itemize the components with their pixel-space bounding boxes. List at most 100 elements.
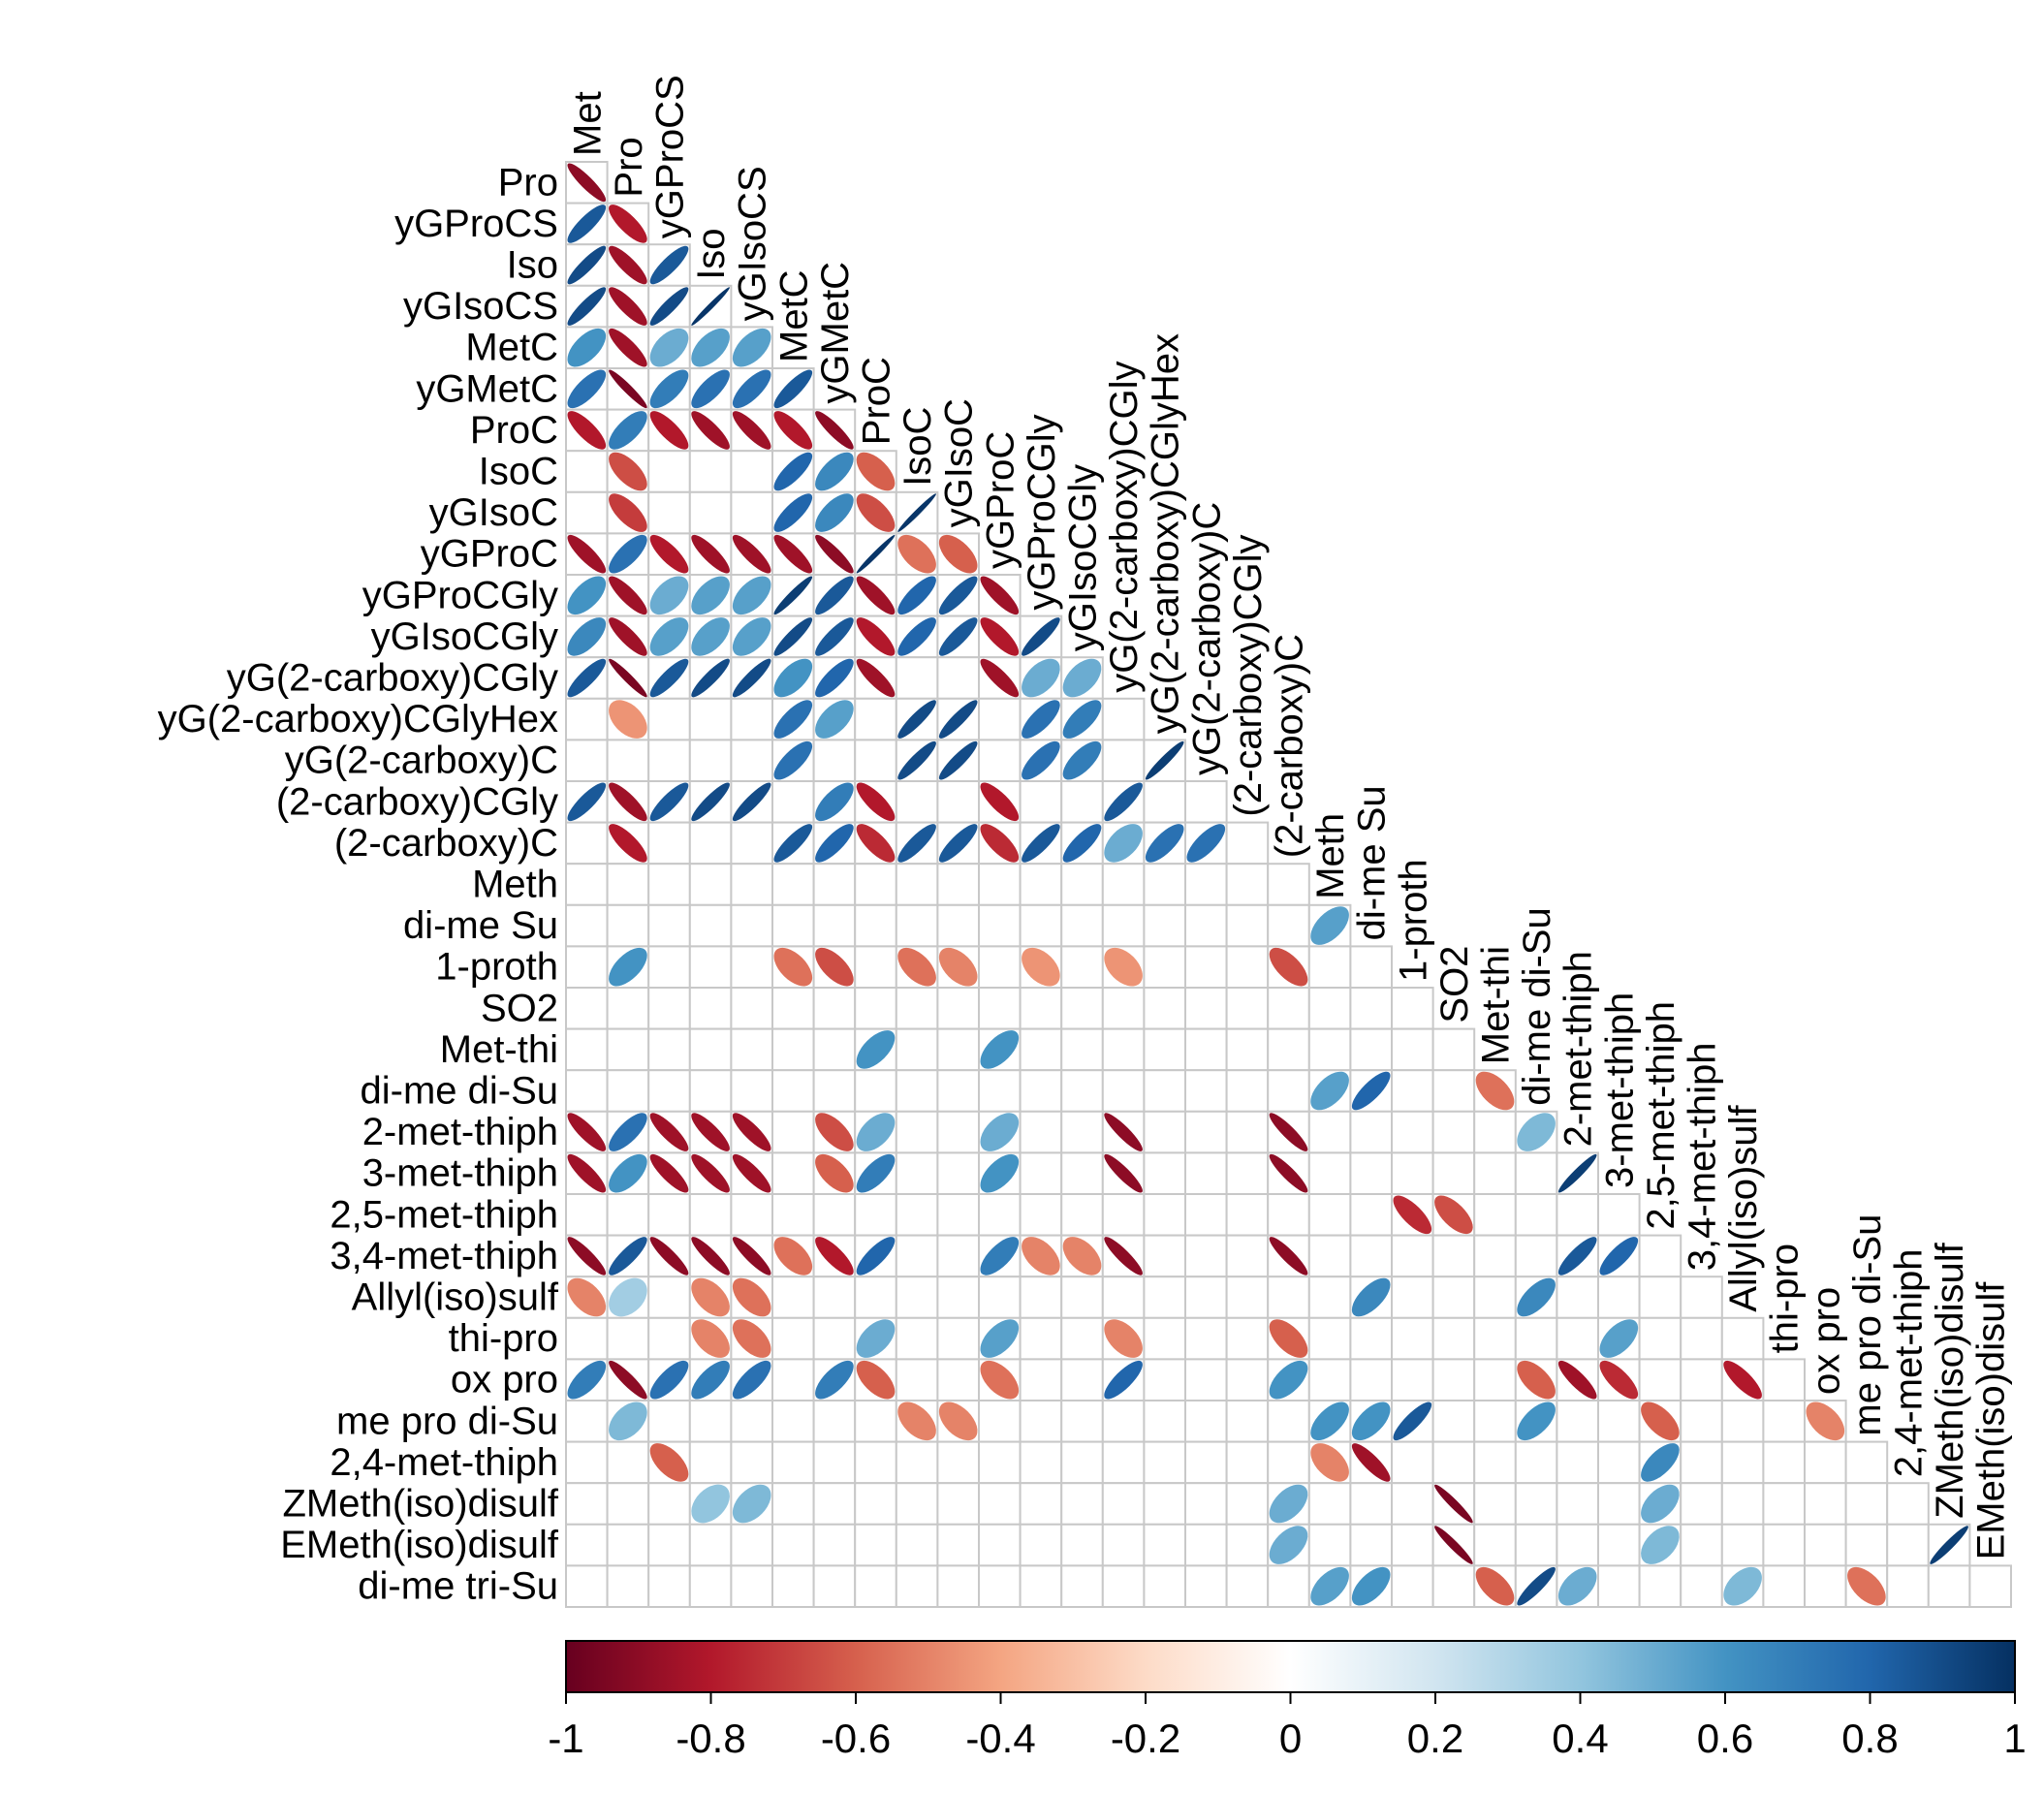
grid-cell (730, 1440, 774, 1485)
correlation-ellipse (649, 411, 689, 450)
grid-cell (1680, 1440, 1723, 1485)
grid-cell (895, 903, 939, 948)
grid-cell (1720, 1523, 1765, 1567)
grid-cell (978, 863, 1022, 906)
grid-cell (1184, 1523, 1228, 1567)
grid-cell (1349, 1110, 1394, 1154)
grid-cell (978, 1564, 1022, 1609)
grid-cell (978, 1440, 1022, 1485)
grid-cell (1225, 1316, 1270, 1361)
row-label: yGIsoCS (403, 285, 558, 328)
grid-cell (1225, 987, 1270, 1030)
grid-cell (1391, 1440, 1434, 1485)
column-label: yGProC (979, 431, 1022, 569)
row-label: yGIsoCGly (371, 615, 558, 658)
row-label: EMeth(iso)disulf (280, 1524, 559, 1566)
correlation-ellipse (691, 287, 730, 326)
correlation-ellipse (1310, 1566, 1349, 1606)
grid-cell (1143, 1440, 1187, 1485)
column-label: thi-pro (1764, 1244, 1807, 1353)
row-label: yGProCGly (362, 574, 558, 616)
grid-cell (1762, 1440, 1807, 1485)
grid-cell (1101, 987, 1146, 1030)
grid-cell (1101, 1027, 1146, 1072)
correlation-ellipse (1517, 1113, 1556, 1151)
grid-cell (565, 697, 609, 741)
correlation-ellipse (732, 534, 771, 574)
grid-cell (1184, 1151, 1228, 1196)
grid-cell (895, 1358, 939, 1402)
grid-cell (978, 1523, 1022, 1567)
correlation-ellipse (691, 1360, 730, 1400)
grid-cell (854, 1440, 897, 1485)
grid-cell (1143, 903, 1187, 948)
column-label: ox pro (1805, 1287, 1847, 1395)
grid-cell (1307, 1151, 1352, 1196)
row-label: (2-carboxy)C (334, 822, 558, 865)
grid-cell (1597, 1482, 1641, 1526)
colorbar-tick-label: -0.2 (1111, 1716, 1180, 1761)
colorbar-tick-label: 0.4 (1552, 1716, 1608, 1761)
grid-cell (771, 1027, 815, 1072)
grid-cell (812, 903, 857, 948)
correlation-ellipse (815, 1153, 854, 1193)
correlation-ellipse (1599, 1319, 1639, 1358)
correlation-ellipse (1062, 824, 1102, 863)
column-label: di-me di-Su (1516, 907, 1558, 1106)
grid-cell (730, 987, 774, 1030)
grid-cell (647, 945, 691, 990)
correlation-ellipse (691, 576, 730, 615)
grid-cell (565, 1400, 609, 1443)
grid-cell (730, 1069, 774, 1113)
grid-cell (1680, 1400, 1723, 1443)
correlation-ellipse (1351, 1566, 1391, 1606)
correlation-ellipse (691, 411, 730, 450)
row-label: 1-proth (435, 946, 558, 989)
grid-cell (936, 1358, 981, 1402)
grid-cell (688, 1564, 733, 1609)
correlation-ellipse (609, 576, 647, 615)
correlation-ellipse (1310, 1401, 1349, 1441)
grid-cell (647, 903, 691, 948)
grid-cell (1349, 1482, 1394, 1526)
row-label: 3,4-met-thiph (330, 1235, 558, 1277)
grid-cell (647, 450, 691, 493)
grid-cell (1019, 1523, 1063, 1567)
row-label: ProC (470, 409, 558, 452)
correlation-ellipse (609, 617, 647, 656)
correlation-ellipse (938, 824, 978, 863)
grid-cell (1060, 945, 1104, 990)
grid-cell (771, 780, 815, 824)
row-label: 2,4-met-thiph (330, 1441, 558, 1484)
grid-cell (1762, 1400, 1807, 1443)
grid-cell (1431, 1275, 1476, 1319)
grid-cell (1184, 1275, 1228, 1319)
grid-cell (688, 1069, 733, 1113)
grid-cell (812, 1564, 857, 1609)
grid-cell (1143, 1523, 1187, 1567)
grid-cell (1431, 1316, 1476, 1361)
grid-cell (565, 450, 609, 493)
grid-cell (1473, 1234, 1517, 1278)
correlation-ellipse (1104, 947, 1143, 987)
grid-cell (936, 1234, 981, 1278)
grid-cell (1225, 1358, 1270, 1402)
correlation-ellipse (980, 658, 1020, 698)
correlation-ellipse (609, 1237, 647, 1275)
correlation-ellipse (1351, 1277, 1391, 1317)
grid-cell (1391, 1234, 1434, 1278)
grid-cell (688, 697, 733, 741)
grid-cell (565, 1482, 609, 1526)
grid-cell (1019, 1275, 1063, 1319)
column-label: (2-carboxy)CGly (1227, 534, 1270, 816)
column-label: yG(2-carboxy)CGlyHex (1145, 333, 1187, 734)
grid-cell (1143, 1316, 1187, 1361)
grid-cell (1143, 1482, 1187, 1526)
grid-cell (1060, 1400, 1104, 1443)
grid-cell (978, 987, 1022, 1030)
grid-cell (1184, 1440, 1228, 1485)
grid-cell (1597, 1564, 1641, 1609)
correlation-ellipse (1723, 1566, 1762, 1606)
grid-cell (771, 1523, 815, 1567)
grid-cell (854, 697, 897, 741)
